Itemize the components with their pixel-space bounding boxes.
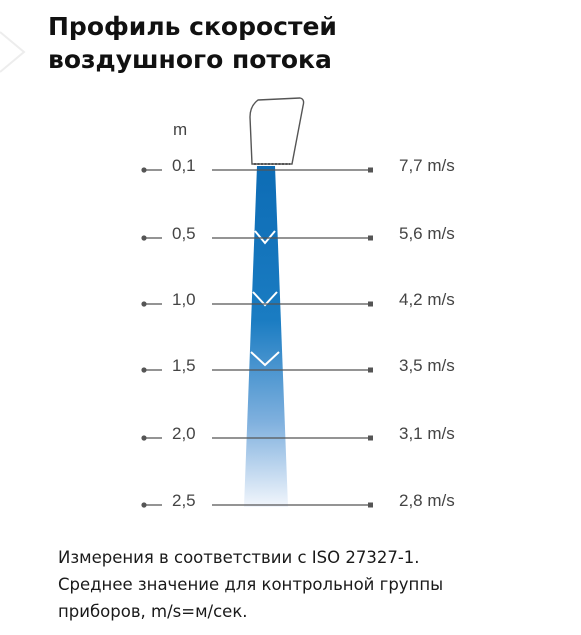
row-distance-label: 2,0 xyxy=(172,424,196,443)
flow-chevron-1 xyxy=(254,230,276,245)
row-speed-label: 5,6 m/s xyxy=(399,224,455,243)
footnote-line-3: приборов, m/s=м/сек. xyxy=(58,602,248,621)
corner-decoration xyxy=(0,31,26,73)
row-distance-label: 1,0 xyxy=(172,290,196,309)
row-right-square xyxy=(368,502,373,508)
row-right-square xyxy=(368,167,373,173)
page-title: Профиль скоростей воздушного потока xyxy=(48,10,337,76)
distance-unit-label: m xyxy=(173,120,188,139)
row-right-square xyxy=(368,435,373,441)
footnote-line-2: Среднее значение для контрольной группы xyxy=(58,575,444,594)
flow-chevron-2 xyxy=(252,291,278,307)
flow-chevron-3 xyxy=(250,351,280,367)
row-speed-label: 3,5 m/s xyxy=(399,356,455,375)
footnote: Измерения в соответствии с ISO 27327-1. … xyxy=(58,544,443,625)
row-distance-label: 1,5 xyxy=(172,356,196,375)
airflow-beam xyxy=(244,166,288,507)
title-line-2: воздушного потока xyxy=(48,45,332,74)
title-line-1: Профиль скоростей xyxy=(48,12,337,41)
row-distance-label: 0,1 xyxy=(172,156,196,175)
row-speed-label: 4,2 m/s xyxy=(399,290,455,309)
row-distance-label: 2,5 xyxy=(172,491,196,510)
row-speed-label: 7,7 m/s xyxy=(399,156,455,175)
row-right-square xyxy=(368,301,373,307)
row-speed-label: 2,8 m/s xyxy=(399,491,455,510)
row-right-square xyxy=(368,367,373,373)
row-right-square xyxy=(368,235,373,241)
air-curtain-unit-icon xyxy=(249,97,305,165)
row-distance-label: 0,5 xyxy=(172,224,196,243)
airflow-diagram xyxy=(141,97,373,508)
footnote-line-1: Измерения в соответствии с ISO 27327-1. xyxy=(58,548,420,567)
row-speed-label: 3,1 m/s xyxy=(399,424,455,443)
